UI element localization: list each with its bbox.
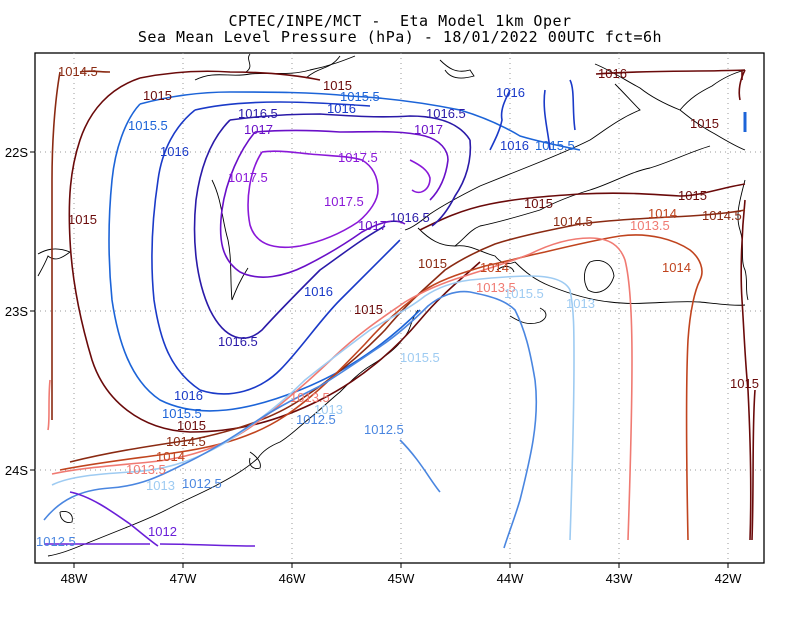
contour-label: 1016	[598, 66, 627, 81]
contour-label-group: 1014.5 1015 1015 1015.5 1016 1016.5 1017…	[36, 64, 759, 549]
contour-label: 1014	[480, 260, 509, 275]
contour-label: 1012.5	[296, 412, 336, 427]
contour-label: 1015	[418, 256, 447, 271]
contour-label: 1015	[690, 116, 719, 131]
contour-label: 1013	[146, 478, 175, 493]
y-tick-22s: 22S	[5, 145, 28, 160]
contour-label: 1014.5	[166, 434, 206, 449]
contour-label: 1015.5	[162, 406, 202, 421]
contour-label: 1015.5	[340, 89, 380, 104]
contour-label: 1015.5	[535, 138, 575, 153]
contour-label: 1014	[662, 260, 691, 275]
contour-label: 1015.5	[128, 118, 168, 133]
contour-label: 1016	[304, 284, 333, 299]
contour-label: 1017.5	[338, 150, 378, 165]
chart-title-line-2: Sea Mean Level Pressure (hPa) - 18/01/20…	[137, 28, 663, 46]
contour-label: 1014.5	[553, 214, 593, 229]
contour-label: 1015	[730, 376, 759, 391]
contour-label: 1016	[496, 85, 525, 100]
coastline	[37, 53, 749, 557]
contour-label: 1016	[174, 388, 203, 403]
contour-label: 1013.5	[476, 280, 516, 295]
x-tick-48w: 48W	[61, 571, 88, 586]
map-frame	[34, 52, 765, 564]
contour-label: 1017	[414, 122, 443, 137]
contour-label: 1015	[143, 88, 172, 103]
contour-label: 1015	[354, 302, 383, 317]
contour-label: 1013	[314, 402, 343, 417]
contour-label: 1015	[68, 212, 97, 227]
contour-label: 1014	[156, 449, 185, 464]
contour-label: 1015	[323, 78, 352, 93]
x-tick-45w: 45W	[388, 571, 415, 586]
contour-label: 1014	[648, 206, 677, 221]
contour-label: 1016	[500, 138, 529, 153]
contour-label: 1017.5	[228, 170, 268, 185]
chart-title-line-1: CPTEC/INPE/MCT - Eta Model 1km Oper	[228, 12, 572, 30]
contour-label: 1015.5	[504, 286, 544, 301]
contour-label: 1016.5	[426, 106, 466, 121]
isobar-contours	[43, 69, 756, 549]
contour-label: 1015	[678, 188, 707, 203]
contour-label: 1015	[177, 418, 206, 433]
contour-label: 1014.5	[58, 64, 98, 79]
y-tick-23s: 23S	[5, 304, 28, 319]
contour-label: 1012.5	[364, 422, 404, 437]
contour-label: 1014.5	[702, 208, 742, 223]
contour-label: 1012.5	[36, 534, 76, 549]
contour-label: 1012	[148, 524, 177, 539]
contour-label: 1015	[524, 196, 553, 211]
x-tick-42w: 42W	[715, 571, 742, 586]
contour-label: 1013.5	[126, 462, 166, 477]
contour-label: 1016	[327, 101, 356, 116]
contour-label: 1017	[244, 122, 273, 137]
contour-label: 1013.5	[290, 390, 330, 405]
y-tick-24s: 24S	[5, 463, 28, 478]
x-tick-43w: 43W	[606, 571, 633, 586]
contour-label: 1017	[358, 218, 387, 233]
contour-label: 1013.5	[630, 218, 670, 233]
contour-label: 1017.5	[324, 194, 364, 209]
x-tick-47w: 47W	[170, 571, 197, 586]
ticks	[30, 151, 729, 568]
contour-label: 1013	[566, 296, 595, 311]
contour-label: 1016	[160, 144, 189, 159]
contour-label: 1015.5	[400, 350, 440, 365]
contour-label: 1016.5	[218, 334, 258, 349]
x-tick-44w: 44W	[497, 571, 524, 586]
x-tick-46w: 46W	[279, 571, 306, 586]
contour-label: 1012.5	[182, 476, 222, 491]
contour-label: 1016.5	[390, 210, 430, 225]
contour-label: 1016.5	[238, 106, 278, 121]
